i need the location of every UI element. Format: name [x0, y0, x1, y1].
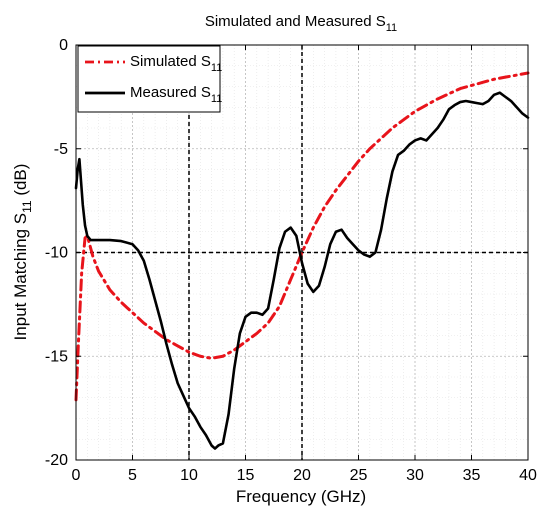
legend-box	[77, 45, 221, 113]
legend: Simulated S11 Measured S11	[77, 45, 222, 113]
x-tick-label: 35	[463, 467, 481, 484]
legend-label-simulated: Simulated S11	[130, 53, 222, 74]
x-tick-label: 0	[72, 467, 81, 484]
x-axis-title: Frequency (GHz)	[236, 487, 366, 506]
y-tick-label: 0	[59, 37, 68, 54]
chart-title: Simulated and Measured S11	[205, 13, 397, 34]
x-tick-label: 15	[237, 467, 255, 484]
y-tick-label: -20	[45, 452, 68, 469]
y-tick-label: -10	[45, 245, 68, 262]
x-tick-label: 20	[293, 467, 311, 484]
x-tick-label: 30	[406, 467, 424, 484]
x-tick-label: 5	[128, 467, 137, 484]
x-tick-label: 10	[180, 467, 198, 484]
series-line-measured	[74, 91, 530, 450]
x-tick-label: 40	[519, 467, 537, 484]
series-line-simulated	[74, 71, 530, 402]
y-tick-label: -5	[54, 141, 68, 158]
y-axis-title: Input Matching S11 (dB)	[11, 164, 34, 341]
y-tick-label: -15	[45, 348, 68, 365]
x-tick-label: 25	[350, 467, 368, 484]
legend-label-measured: Measured S11	[130, 84, 222, 105]
